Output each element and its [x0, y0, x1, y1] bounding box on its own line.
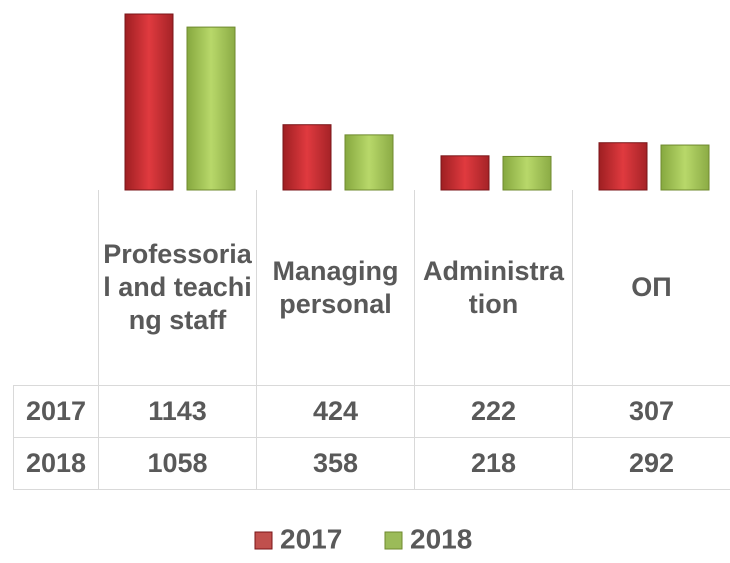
- table-value: 307: [572, 385, 730, 437]
- bar: [344, 134, 394, 191]
- legend-swatch: [254, 531, 273, 550]
- table-value: 218: [414, 437, 572, 490]
- category-header: Administration: [414, 190, 572, 385]
- legend-swatch: [384, 531, 403, 550]
- table-value: 1143: [98, 385, 256, 437]
- row-label: 2017: [13, 385, 98, 437]
- bar: [186, 26, 236, 191]
- bar: [660, 144, 710, 191]
- table-value: 358: [256, 437, 414, 490]
- table-value: 1058: [98, 437, 256, 490]
- table-value: 222: [414, 385, 572, 437]
- legend-label: 2017: [280, 523, 342, 554]
- category-header: Managing personal: [256, 190, 414, 385]
- bar: [282, 124, 332, 191]
- row-label: 2018: [13, 437, 98, 490]
- category-header: ОП: [572, 190, 730, 385]
- bar: [598, 142, 648, 191]
- bar: [440, 155, 490, 191]
- table-value: 292: [572, 437, 730, 490]
- bar: [124, 13, 174, 191]
- bar: [502, 155, 552, 191]
- category-header: Professorial and teaching staff: [98, 190, 256, 385]
- table-value: 424: [256, 385, 414, 437]
- legend-label: 2018: [410, 523, 472, 554]
